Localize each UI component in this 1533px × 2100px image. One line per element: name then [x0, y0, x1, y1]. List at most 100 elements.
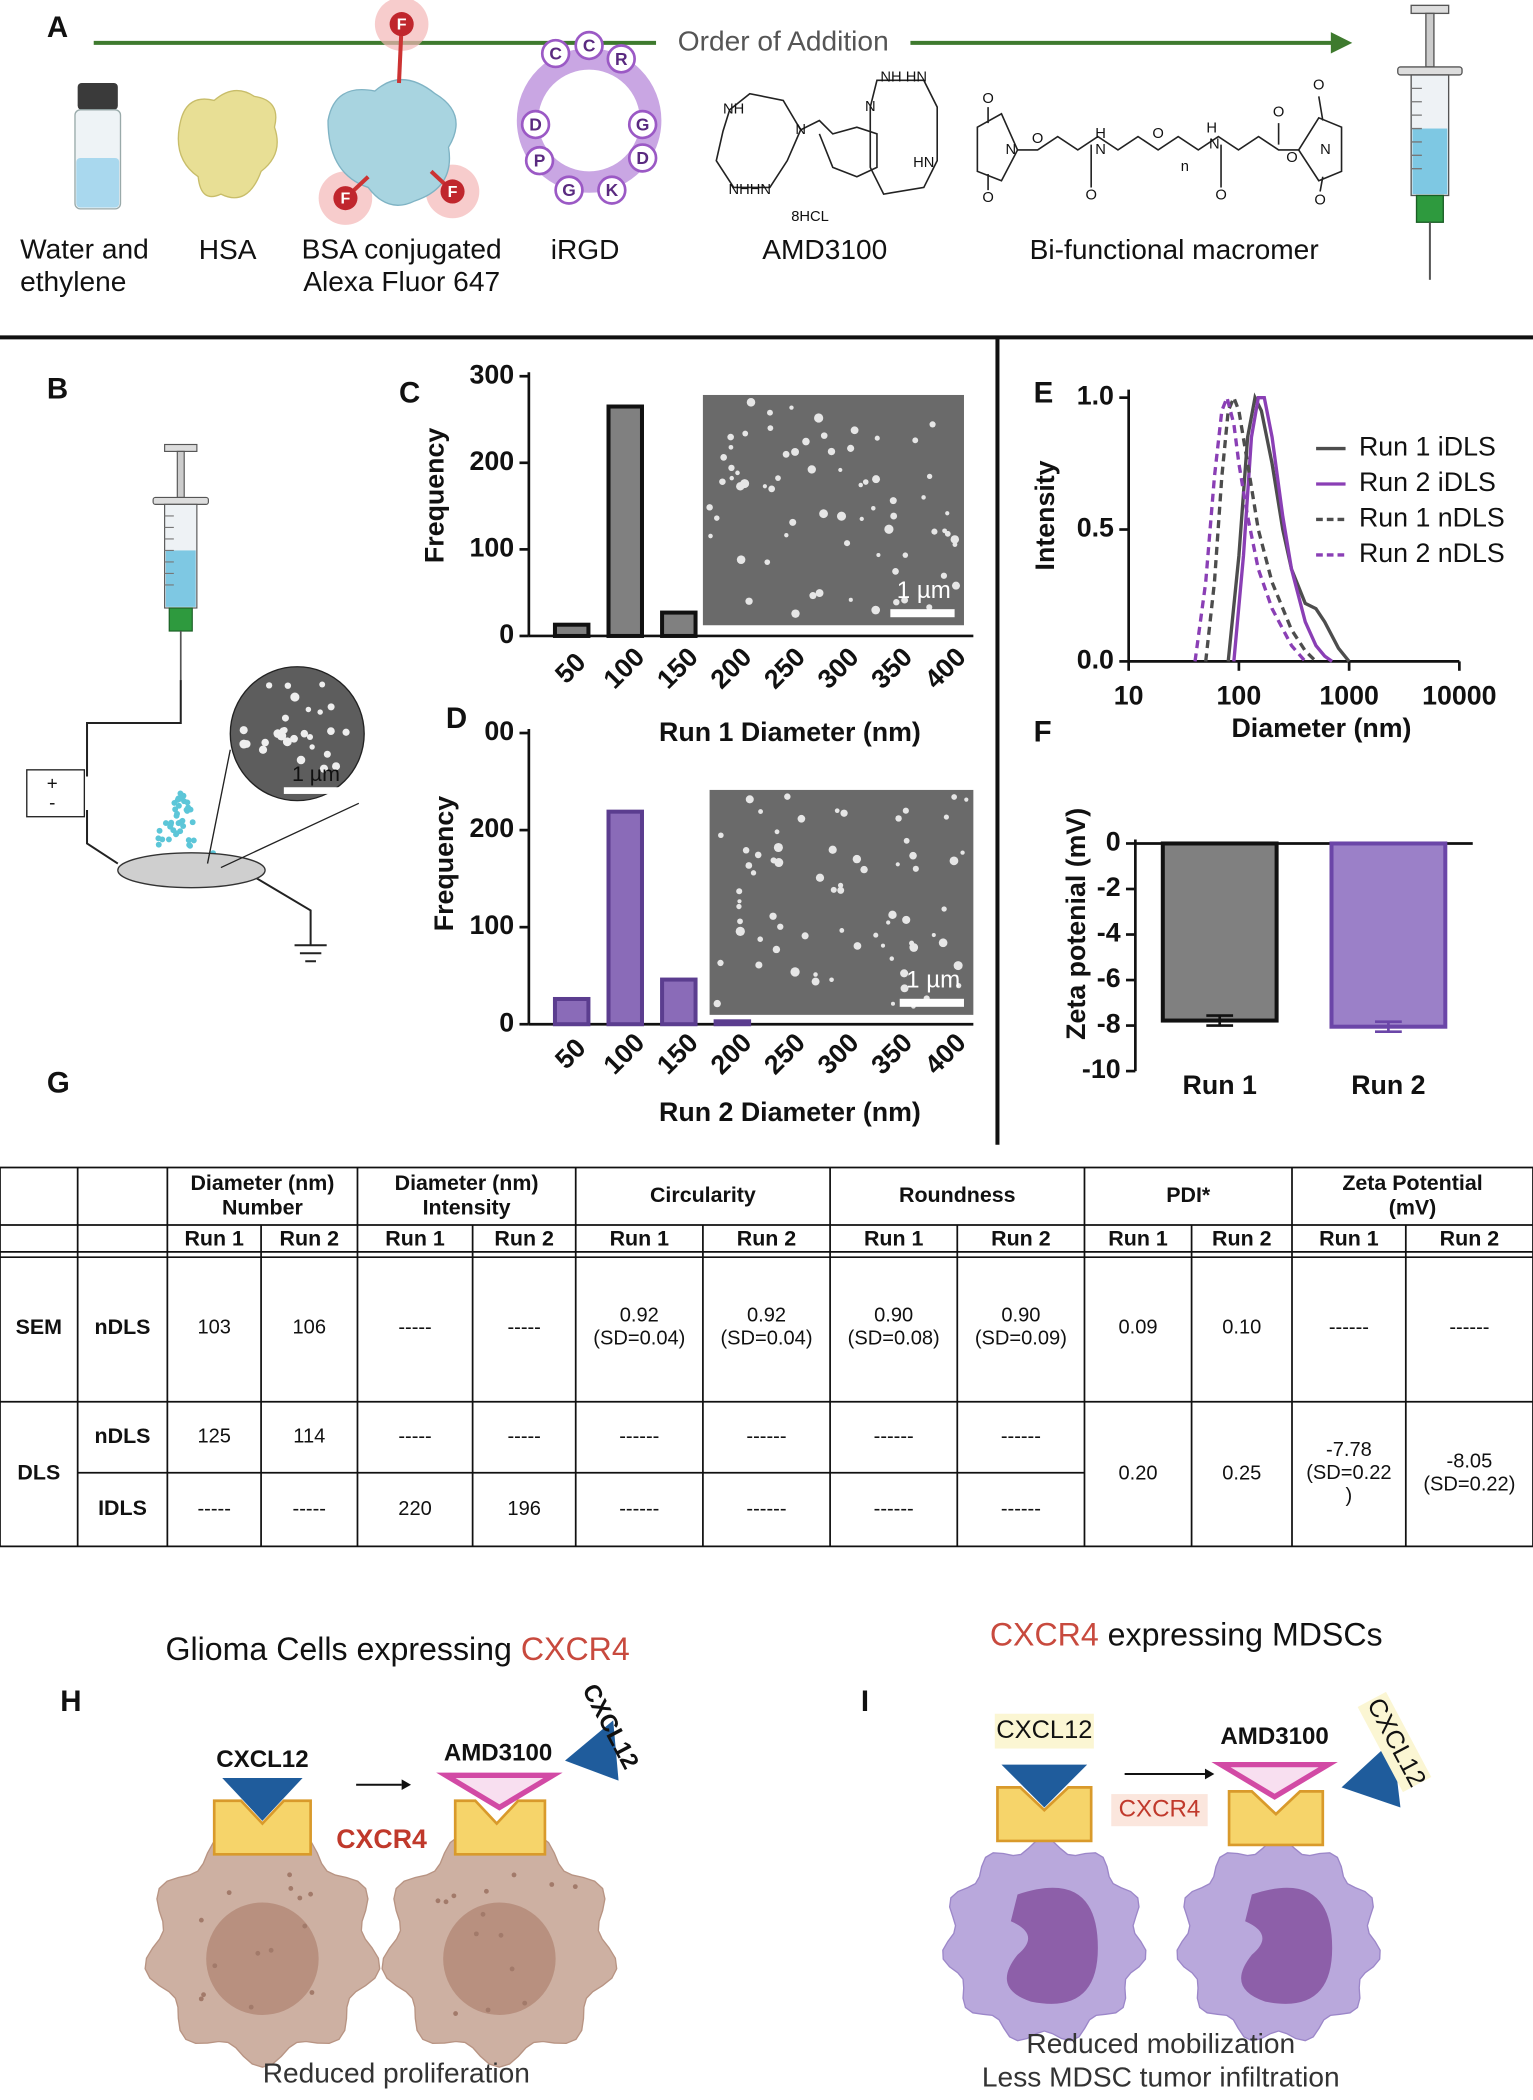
text-line: Water and [20, 234, 149, 265]
speck [451, 1893, 457, 1899]
particle [951, 794, 957, 800]
x-tick-label: 250 [758, 642, 811, 695]
speck [297, 1895, 303, 1901]
particle [797, 814, 806, 823]
particle [902, 807, 909, 814]
particle [777, 923, 784, 930]
item-label: Water and ethylene [20, 234, 149, 297]
structure-label: HN [913, 155, 934, 171]
ligand-triangle [222, 1778, 303, 1821]
column-subheader: Run 1 [1319, 1226, 1379, 1250]
particle [282, 737, 292, 747]
y-tick-label: 1.0 [1077, 381, 1114, 411]
particle [912, 437, 919, 444]
y-tick-label: 300 [469, 359, 514, 389]
particle [745, 597, 753, 605]
speck [549, 1882, 555, 1887]
row-group: DLS [17, 1461, 60, 1485]
droplet [165, 836, 172, 843]
speck [198, 1996, 204, 2002]
column-subheader: Run 1 [385, 1226, 445, 1250]
particle [327, 727, 335, 736]
structure-label: N [1209, 136, 1220, 152]
particle [873, 932, 879, 938]
y-tick-label: -6 [1097, 963, 1121, 993]
irgd-letter: K [606, 180, 619, 200]
sem-circle [229, 666, 365, 802]
error-bar [1375, 1020, 1402, 1034]
structure-label: O [982, 190, 993, 206]
table-cell: ----- [398, 1316, 431, 1338]
structure-label: O [1152, 126, 1163, 142]
speck [572, 1884, 578, 1890]
speck [198, 1917, 204, 1923]
y-tick-label: 0.0 [1077, 644, 1114, 674]
drug-triangle [436, 1772, 563, 1811]
particle [876, 553, 881, 558]
panel-label: I [861, 1685, 869, 1718]
particle [871, 505, 876, 511]
y-tick-label: 0 [499, 1007, 514, 1037]
x-tick-label: 400 [919, 1027, 972, 1080]
structure-label: O [1085, 187, 1096, 203]
caption: Less MDSC tumor infiltration [982, 2062, 1340, 2093]
y-tick-label: 100 [469, 532, 514, 562]
speck [435, 1898, 441, 1904]
table-cell: 125 [197, 1426, 231, 1448]
arrowhead [1204, 1768, 1215, 1780]
particle [727, 433, 734, 441]
droplet [186, 842, 193, 848]
particle [900, 984, 909, 993]
ground [294, 944, 327, 963]
particle [871, 605, 881, 615]
particle [884, 524, 894, 534]
irgd-letter: C [549, 43, 562, 63]
particle [784, 532, 789, 538]
particle [836, 511, 847, 521]
text-line: ) [1346, 1485, 1353, 1507]
column-header: Diameter (nm) Intensity [395, 1171, 539, 1220]
speck [302, 1923, 308, 1929]
particle [809, 592, 817, 600]
particle [815, 873, 825, 882]
table-cell: ------ [619, 1426, 659, 1448]
particle [853, 942, 862, 950]
scale-bar [899, 998, 964, 1007]
irgd-bead [597, 175, 627, 205]
panel-title: CXCR4 expressing MDSCs [990, 1617, 1383, 1653]
droplet [162, 820, 169, 827]
particle [890, 1001, 895, 1006]
particle [706, 504, 713, 511]
particle [279, 727, 287, 735]
row-method: IDLS [98, 1496, 147, 1520]
structure-label: NHHN [728, 182, 771, 198]
droplet [174, 810, 180, 817]
particle [718, 832, 724, 839]
panel-h: H Glioma Cells expressing CXCR4 CXCL12 A… [60, 1632, 644, 2089]
x-tick-label: 100 [597, 642, 650, 695]
item-label: AMD3100 [762, 234, 887, 265]
droplet [173, 831, 179, 838]
nucleus [1241, 1887, 1333, 2004]
column-subheader: Run 2 [1212, 1226, 1272, 1250]
item-label: BSA conjugated Alexa Fluor 647 [302, 234, 502, 297]
amd3100-structure [715, 79, 939, 196]
y-tick-label: -10 [1082, 1054, 1121, 1084]
table-cell: ----- [198, 1498, 231, 1520]
text-line: 0.90 [1001, 1305, 1040, 1327]
y-tick-label: 0 [499, 619, 514, 649]
table-cell: ------ [1001, 1426, 1041, 1448]
particle [323, 750, 331, 758]
speck [473, 1931, 479, 1937]
table-cell: ------ [1329, 1316, 1369, 1338]
structure-label: O [982, 91, 993, 107]
structure-label: N [795, 122, 806, 138]
bar [552, 996, 591, 1027]
bar [1329, 841, 1448, 1029]
x-tick-label: 150 [651, 1027, 704, 1080]
structure-label: NH HN [880, 70, 927, 86]
structure-label: n [1181, 159, 1189, 175]
y-tick-label: 100 [469, 910, 514, 940]
cells [144, 1834, 618, 2068]
